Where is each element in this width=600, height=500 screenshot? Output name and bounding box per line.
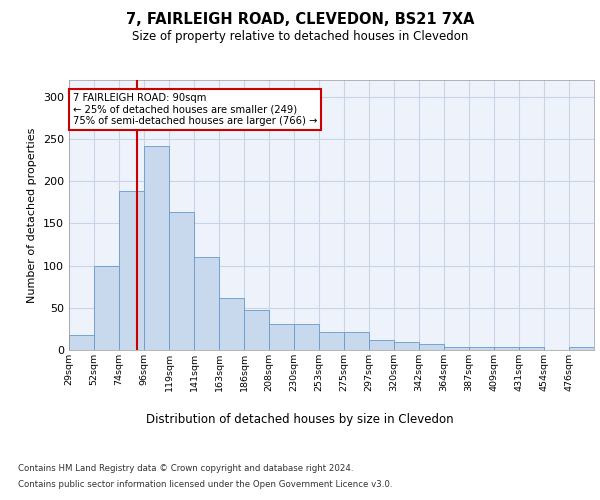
Bar xyxy=(144,146,169,350)
Text: 7, FAIRLEIGH ROAD, CLEVEDON, BS21 7XA: 7, FAIRLEIGH ROAD, CLEVEDON, BS21 7XA xyxy=(126,12,474,28)
Bar xyxy=(294,324,319,350)
Bar xyxy=(194,257,219,350)
Bar xyxy=(94,266,119,350)
Bar xyxy=(119,190,144,350)
Bar xyxy=(344,332,369,350)
Bar xyxy=(319,332,344,350)
Text: Distribution of detached houses by size in Clevedon: Distribution of detached houses by size … xyxy=(146,412,454,426)
Text: 7 FAIRLEIGH ROAD: 90sqm
← 25% of detached houses are smaller (249)
75% of semi-d: 7 FAIRLEIGH ROAD: 90sqm ← 25% of detache… xyxy=(73,92,317,126)
Bar xyxy=(519,346,544,350)
Bar xyxy=(219,298,244,350)
Bar xyxy=(244,310,269,350)
Bar xyxy=(269,324,294,350)
Bar xyxy=(169,212,194,350)
Text: Size of property relative to detached houses in Clevedon: Size of property relative to detached ho… xyxy=(132,30,468,43)
Y-axis label: Number of detached properties: Number of detached properties xyxy=(28,128,37,302)
Bar xyxy=(444,346,469,350)
Bar xyxy=(394,342,419,350)
Text: Contains public sector information licensed under the Open Government Licence v3: Contains public sector information licen… xyxy=(18,480,392,489)
Bar xyxy=(469,346,494,350)
Bar xyxy=(494,346,519,350)
Bar xyxy=(419,344,444,350)
Text: Contains HM Land Registry data © Crown copyright and database right 2024.: Contains HM Land Registry data © Crown c… xyxy=(18,464,353,473)
Bar xyxy=(569,348,594,350)
Bar xyxy=(69,335,94,350)
Bar xyxy=(369,340,394,350)
